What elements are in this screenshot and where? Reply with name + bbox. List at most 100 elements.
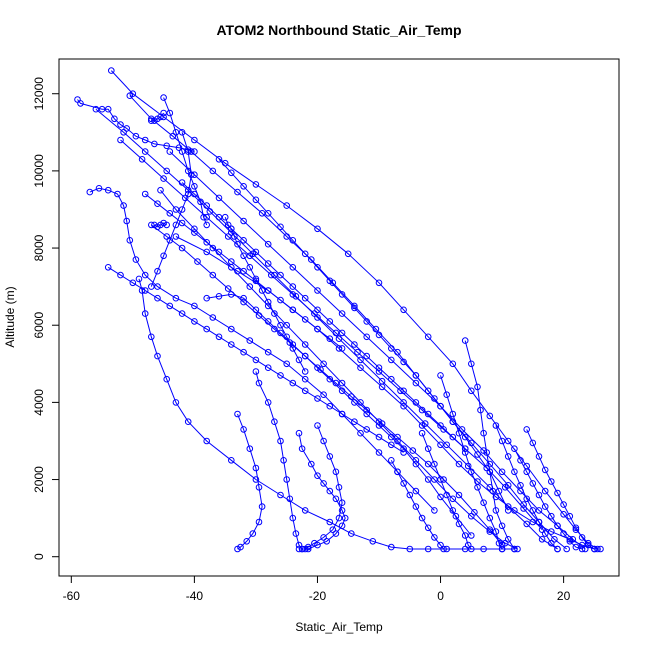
data-point — [332, 329, 340, 337]
data-point — [424, 333, 432, 341]
data-point — [228, 325, 235, 333]
data-point — [264, 399, 272, 406]
data-point — [228, 341, 235, 348]
data-point — [160, 175, 167, 182]
data-point — [314, 325, 321, 333]
data-point — [511, 468, 518, 476]
data-point — [228, 258, 235, 265]
data-point — [541, 466, 549, 474]
data-point — [209, 244, 217, 252]
data-point — [188, 171, 195, 178]
series-line — [129, 95, 568, 550]
data-point — [224, 285, 232, 292]
data-point — [495, 539, 503, 547]
series-line — [513, 448, 583, 550]
data-point — [406, 491, 414, 499]
data-point — [154, 283, 161, 290]
data-point — [215, 293, 223, 300]
data-point — [264, 287, 272, 294]
series-line — [77, 99, 195, 153]
data-point — [203, 239, 210, 246]
plot-marks — [74, 67, 604, 553]
data-point — [255, 518, 263, 526]
data-point — [286, 495, 294, 503]
data-point — [258, 287, 266, 294]
data-point — [148, 221, 155, 229]
series-24 — [418, 429, 475, 553]
data-point — [455, 429, 463, 437]
data-point — [400, 387, 407, 395]
data-point — [443, 441, 451, 449]
data-point — [234, 188, 241, 196]
y-tick-label: 8000 — [32, 234, 46, 261]
data-point — [449, 410, 457, 418]
data-point — [492, 507, 500, 514]
data-point — [468, 468, 475, 476]
data-point — [357, 356, 364, 364]
series-line — [218, 158, 509, 511]
data-point — [215, 156, 223, 163]
data-point — [314, 422, 321, 429]
data-point — [394, 468, 401, 476]
x-tick-label: 0 — [437, 589, 444, 603]
data-point — [495, 487, 503, 495]
data-point — [308, 256, 315, 263]
chart-title: ATOM2 Northbound Static_Air_Temp — [216, 22, 461, 38]
data-point — [163, 375, 170, 383]
data-point — [154, 352, 161, 360]
series-line — [206, 293, 472, 536]
data-point — [375, 422, 383, 429]
data-point — [351, 302, 358, 310]
data-point — [535, 491, 543, 499]
data-point — [252, 368, 260, 375]
data-point — [412, 460, 420, 468]
data-point — [191, 136, 198, 144]
data-point — [486, 514, 494, 522]
data-point — [163, 167, 170, 175]
series-line — [255, 371, 303, 550]
data-point — [255, 484, 263, 491]
data-point — [440, 545, 447, 553]
data-point — [437, 422, 444, 429]
data-point — [178, 206, 186, 213]
data-point — [98, 105, 106, 113]
data-point — [437, 476, 444, 483]
data-point — [215, 213, 223, 221]
data-point — [151, 140, 158, 148]
data-point — [163, 221, 170, 229]
series-line — [163, 97, 208, 226]
data-point — [114, 190, 121, 198]
data-point — [166, 148, 174, 155]
data-point — [252, 248, 260, 256]
data-point — [117, 271, 124, 279]
data-point — [412, 399, 420, 406]
series-15 — [104, 264, 407, 456]
data-point — [301, 507, 309, 514]
data-point — [289, 237, 297, 244]
data-point — [338, 329, 346, 337]
data-point — [86, 188, 94, 196]
data-point — [431, 507, 438, 514]
series-line — [390, 460, 444, 550]
data-point — [338, 387, 346, 395]
series-4 — [135, 275, 518, 553]
data-point — [554, 545, 561, 553]
data-point — [437, 441, 444, 449]
data-point — [234, 410, 241, 418]
y-tick-label: 6000 — [32, 312, 46, 339]
data-point — [172, 399, 180, 406]
data-point — [338, 345, 346, 352]
data-point — [203, 248, 210, 256]
data-point — [160, 109, 167, 117]
series-27 — [492, 422, 561, 553]
data-point — [338, 291, 346, 298]
data-point — [400, 399, 407, 406]
data-point — [148, 333, 155, 341]
data-point — [228, 457, 235, 464]
data-point — [301, 545, 309, 553]
data-point — [455, 520, 463, 528]
data-point — [443, 545, 451, 553]
data-point — [252, 196, 260, 204]
data-point — [252, 181, 260, 188]
y-axis: 0 2000 4000 6000 8000 10000 12000 — [32, 77, 60, 560]
